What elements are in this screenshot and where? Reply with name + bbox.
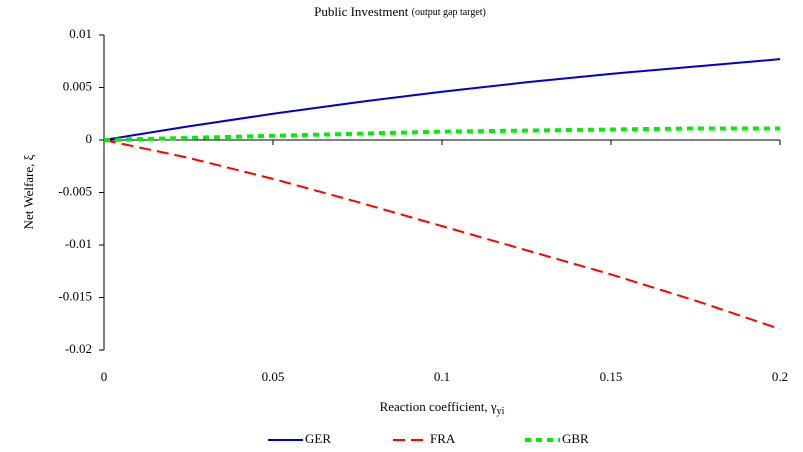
y-tick-label: -0.02 [65,341,92,356]
x-tick-label: 0.05 [262,369,285,384]
x-tick-label: 0.15 [600,369,623,384]
x-tick-label: 0 [101,369,108,384]
y-tick-label: 0.005 [63,78,92,93]
series-line [103,126,780,142]
legend-label: GER [305,431,331,446]
x-axis-label-subscript: yi [497,406,505,417]
x-tick-label: 0.1 [434,369,450,384]
y-axis-label: Net Welfare, ξ [21,154,36,229]
y-tick-label: -0.01 [65,236,92,251]
y-tick-label: 0.01 [69,26,92,41]
x-axis-label: Reaction coefficient, γ [380,399,497,414]
series-line [103,139,781,330]
x-tick-label: 0.2 [772,369,788,384]
chart-subtitle: (output gap target) [412,7,486,18]
y-tick-label: -0.015 [58,288,92,303]
chart-title: Public Investment [314,4,409,19]
y-tick-label: -0.005 [58,183,92,198]
legend-label: FRA [430,431,456,446]
x-axis-label-group: Reaction coefficient, γyi [380,399,505,417]
y-tick-label: 0 [86,131,93,146]
chart-title-group: Public Investment (output gap target) [314,4,486,19]
legend-label: GBR [562,431,589,446]
series-line [103,58,781,141]
